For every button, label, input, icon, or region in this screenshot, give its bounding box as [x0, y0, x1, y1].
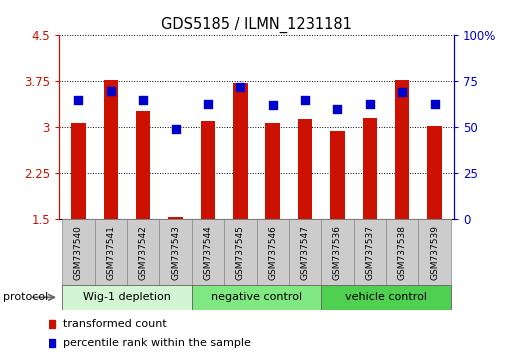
Bar [224, 219, 256, 285]
Bar [427, 126, 442, 219]
Point [398, 90, 406, 95]
Bar [289, 219, 321, 285]
Text: GSM737541: GSM737541 [106, 225, 115, 280]
Point [301, 97, 309, 103]
Bar [363, 118, 377, 219]
Bar [160, 219, 192, 285]
Bar [321, 285, 451, 310]
Text: negative control: negative control [211, 292, 302, 302]
Bar [168, 217, 183, 219]
Text: Wig-1 depletion: Wig-1 depletion [83, 292, 171, 302]
Bar [62, 219, 94, 285]
Text: GSM737542: GSM737542 [139, 225, 148, 280]
Bar [395, 80, 409, 219]
Bar [321, 219, 353, 285]
Text: GSM737540: GSM737540 [74, 225, 83, 280]
Point [236, 84, 244, 90]
Text: GSM737538: GSM737538 [398, 225, 407, 280]
Text: GSM737546: GSM737546 [268, 225, 277, 280]
Text: GSM737547: GSM737547 [301, 225, 309, 280]
Bar [192, 219, 224, 285]
Title: GDS5185 / ILMN_1231181: GDS5185 / ILMN_1231181 [161, 16, 352, 33]
Point [204, 101, 212, 106]
Text: GSM737539: GSM737539 [430, 225, 439, 280]
Point [366, 101, 374, 106]
Bar [104, 80, 118, 219]
Point [269, 103, 277, 108]
Bar [127, 219, 160, 285]
Text: transformed count: transformed count [63, 319, 167, 329]
Bar [419, 219, 451, 285]
Text: GSM737544: GSM737544 [204, 225, 212, 280]
Text: protocol: protocol [3, 292, 48, 302]
Bar [192, 285, 321, 310]
Bar [62, 285, 192, 310]
Point [333, 106, 342, 112]
Bar [298, 119, 312, 219]
Bar [256, 219, 289, 285]
Text: GSM737545: GSM737545 [236, 225, 245, 280]
Bar [330, 131, 345, 219]
Bar [233, 82, 248, 219]
Text: GSM737543: GSM737543 [171, 225, 180, 280]
Point [107, 88, 115, 93]
Text: vehicle control: vehicle control [345, 292, 427, 302]
Text: percentile rank within the sample: percentile rank within the sample [63, 338, 251, 348]
Bar [201, 121, 215, 219]
Bar [265, 122, 280, 219]
Point [430, 101, 439, 106]
Bar [353, 219, 386, 285]
Text: GSM737537: GSM737537 [365, 225, 374, 280]
Point [74, 97, 83, 103]
Bar [386, 219, 419, 285]
Bar [71, 123, 86, 219]
Bar [94, 219, 127, 285]
Point [171, 126, 180, 132]
Bar [136, 111, 150, 219]
Text: GSM737536: GSM737536 [333, 225, 342, 280]
Point [139, 97, 147, 103]
